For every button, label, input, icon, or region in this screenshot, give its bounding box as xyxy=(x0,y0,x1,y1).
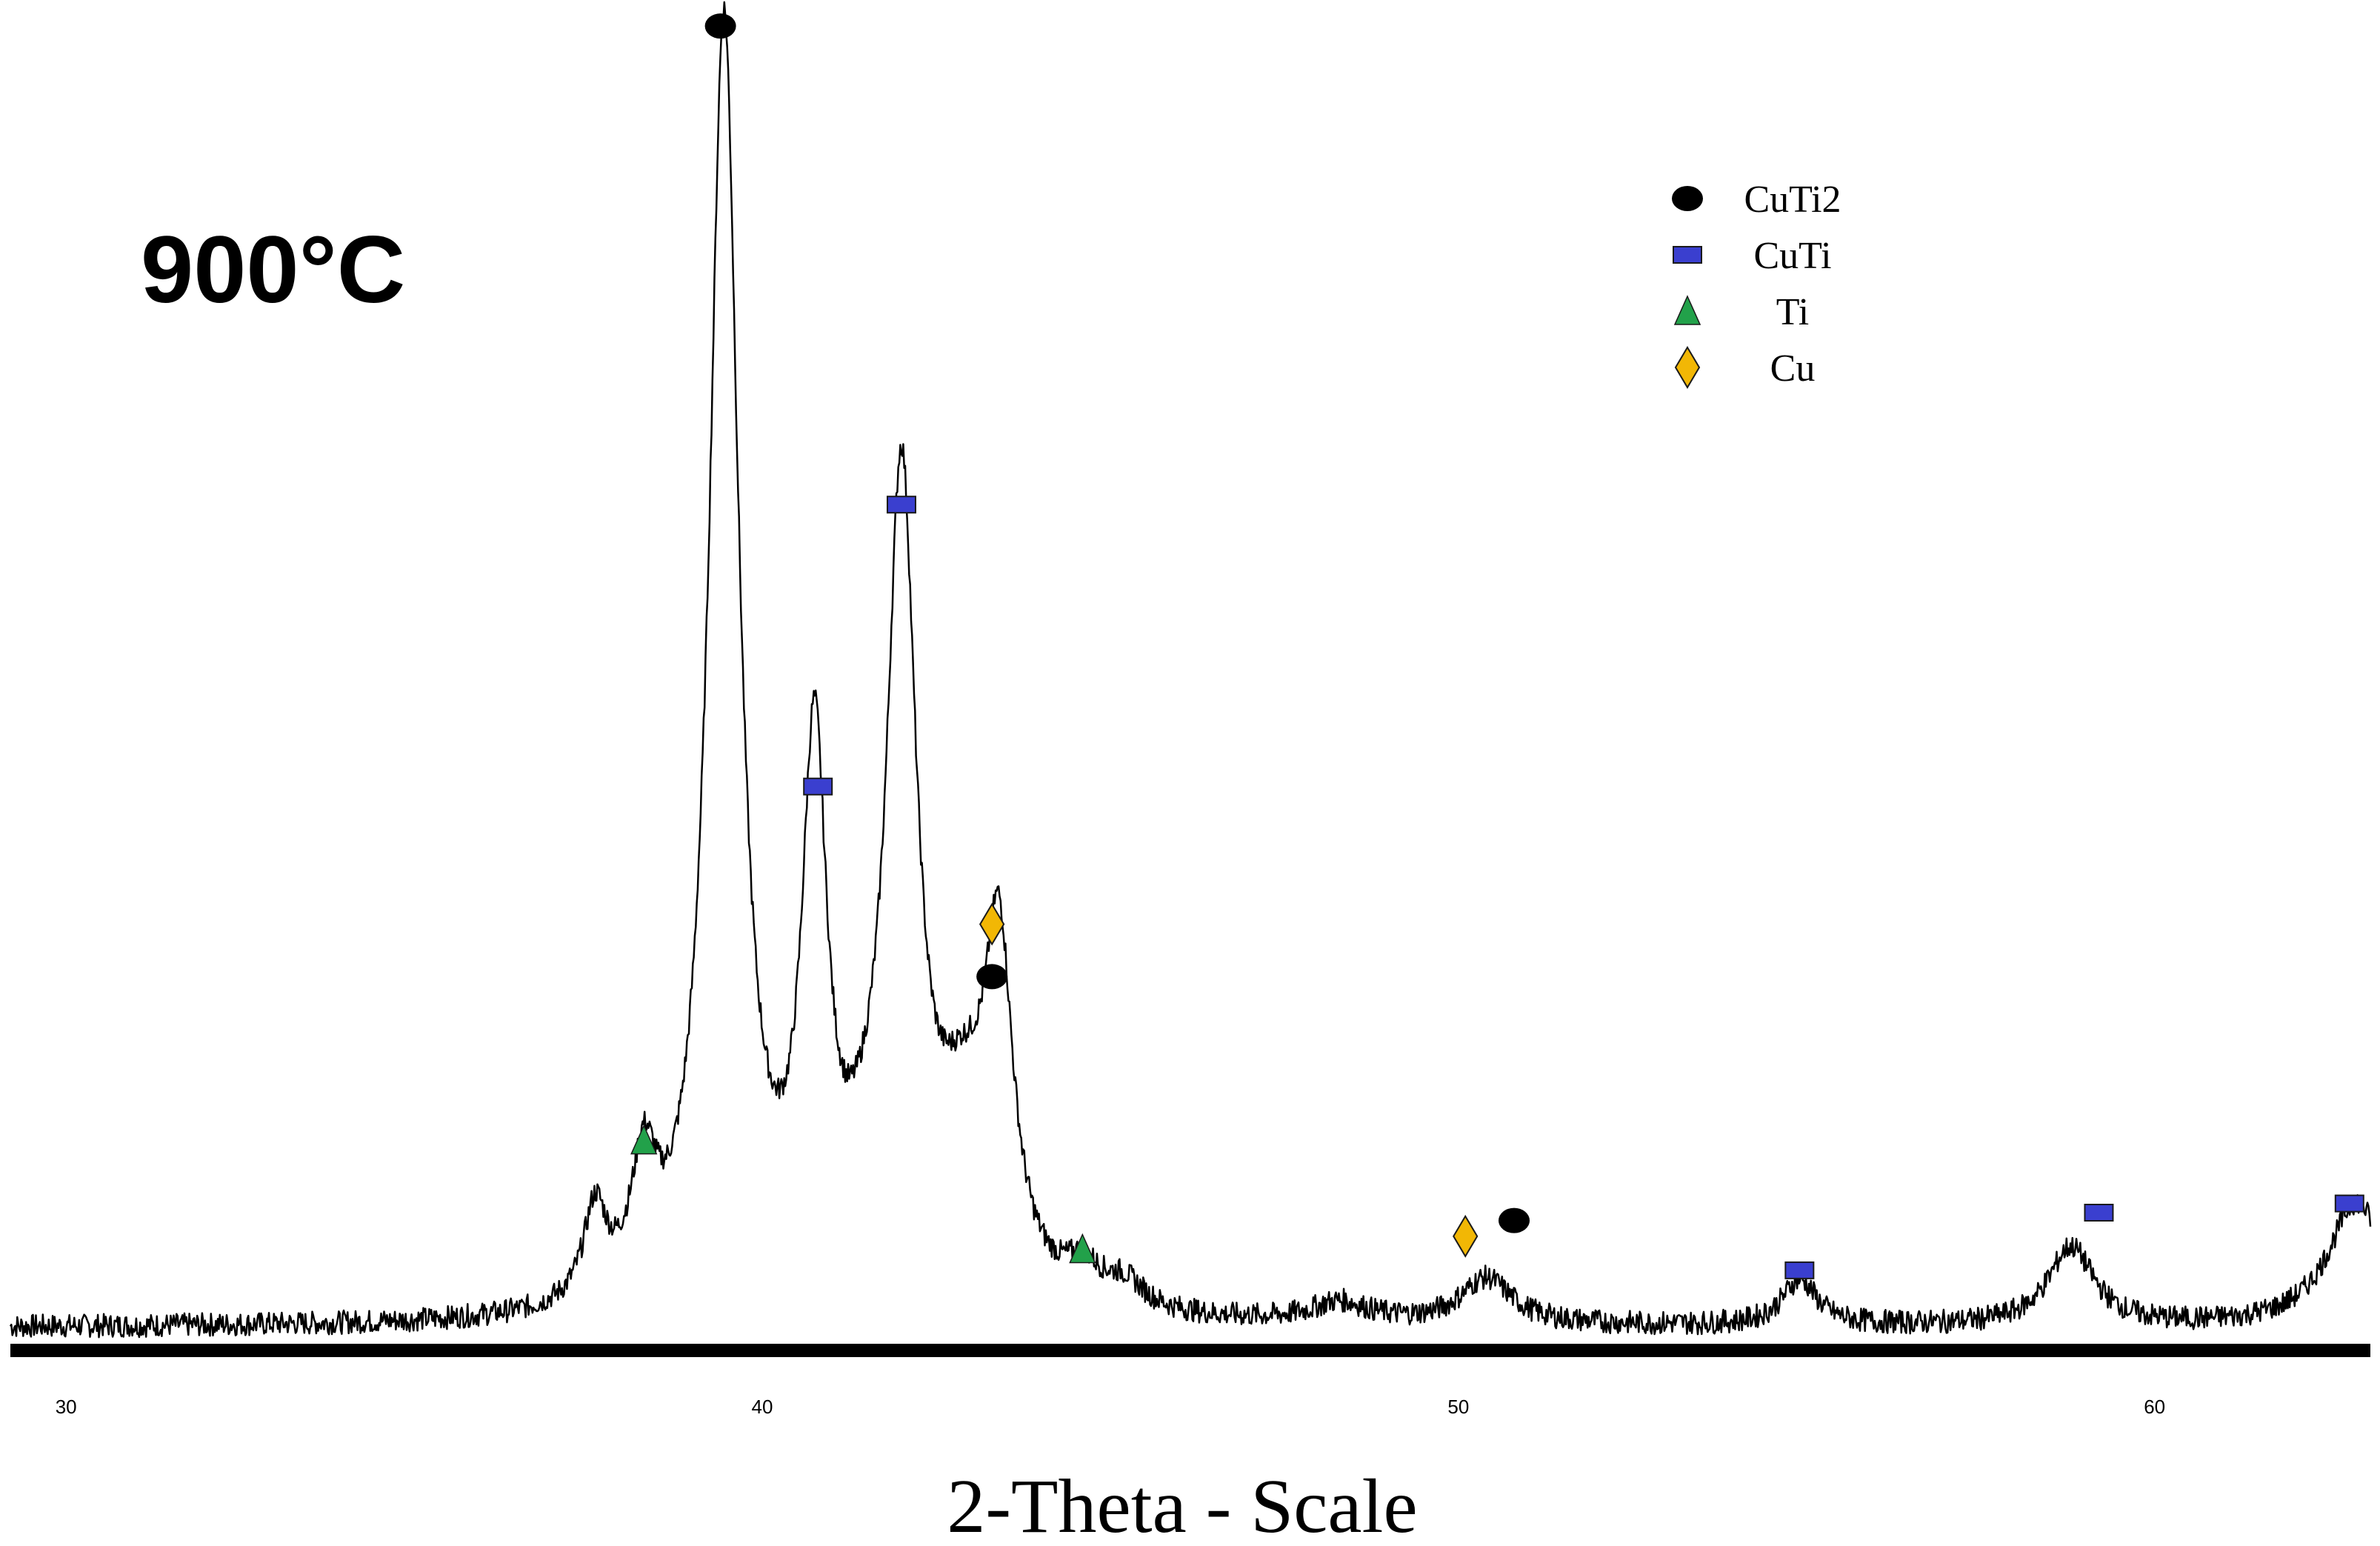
phase-marker-cuti xyxy=(2084,1204,2114,1222)
phase-marker-cuti2 xyxy=(704,13,736,39)
diffraction-pattern xyxy=(9,1,2372,1339)
phase-marker-cuti xyxy=(803,777,833,796)
legend-marker-cuti xyxy=(1673,246,1702,264)
phase-marker-cu xyxy=(979,902,1005,946)
legend-marker-cu xyxy=(1674,346,1701,389)
phase-marker-cuti xyxy=(2334,1194,2364,1213)
x-tick-label: 30 xyxy=(56,1396,77,1418)
x-axis-ticks: 30 40 50 60 xyxy=(56,1396,2165,1418)
x-axis-label: 2-Theta - Scale xyxy=(947,1464,1417,1546)
legend: CuTi2 CuTi Ti Cu xyxy=(1672,179,1841,390)
phase-marker-ti xyxy=(630,1124,658,1155)
phase-marker-cu xyxy=(1453,1214,1479,1258)
x-tick-label: 50 xyxy=(1447,1396,1469,1418)
x-axis xyxy=(10,1344,2370,1357)
phase-markers xyxy=(630,13,2364,1279)
temperature-annotation: 900°C xyxy=(141,217,405,323)
legend-marker-cuti2 xyxy=(1672,186,1703,211)
legend-label-ti: Ti xyxy=(1776,291,1809,333)
phase-marker-ti xyxy=(1069,1233,1096,1264)
diffraction-line-0 xyxy=(9,1,2372,1339)
x-tick-label: 40 xyxy=(752,1396,773,1418)
phase-marker-cuti xyxy=(1784,1261,1815,1279)
x-tick-label: 60 xyxy=(2144,1396,2165,1418)
x-axis-baseline xyxy=(10,1344,2370,1357)
phase-marker-cuti xyxy=(886,496,916,514)
legend-label-cu: Cu xyxy=(1770,347,1816,390)
phase-marker-cuti2 xyxy=(976,964,1008,990)
legend-label-cuti2: CuTi2 xyxy=(1744,179,1841,221)
phase-marker-cuti2 xyxy=(1499,1207,1530,1233)
legend-marker-ti xyxy=(1673,295,1701,325)
legend-label-cuti: CuTi xyxy=(1753,235,1831,277)
